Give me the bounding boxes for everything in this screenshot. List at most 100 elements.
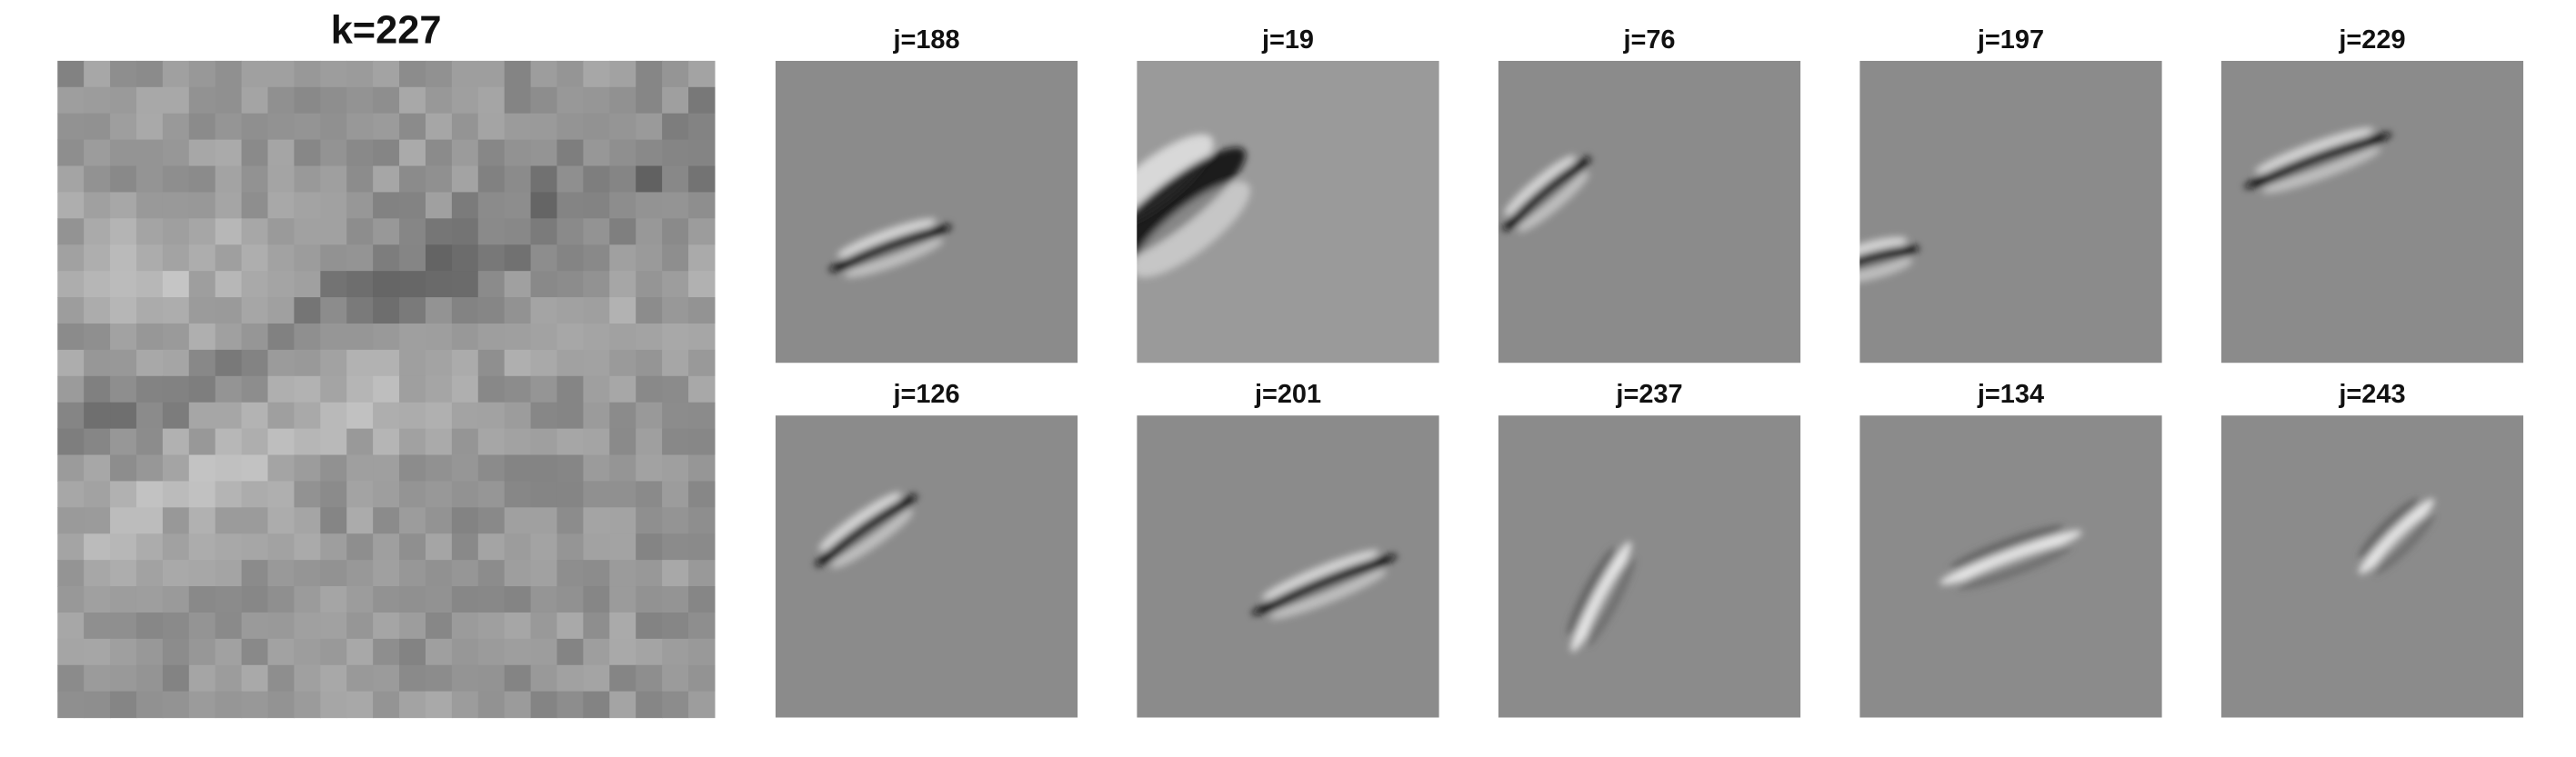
patch-pixel	[425, 86, 453, 115]
patch-pixel	[399, 428, 426, 456]
patch-pixel	[609, 86, 636, 115]
patch-pixel	[583, 192, 610, 219]
patch-pixel	[688, 349, 716, 377]
patch-pixel	[188, 586, 216, 613]
patch-pixel	[267, 192, 295, 219]
patch-pixel	[530, 297, 558, 324]
patch-pixel	[346, 481, 374, 508]
patch-pixel	[84, 271, 111, 298]
patch-pixel	[504, 428, 532, 456]
patch-pixel	[662, 113, 689, 141]
patch-pixel	[556, 428, 584, 456]
patch-pixel	[477, 481, 506, 508]
patch-pixel	[530, 271, 558, 298]
patch-pixel	[504, 113, 532, 141]
patch-pixel	[583, 691, 610, 719]
patch-pixel	[425, 218, 453, 245]
patch-pixel	[504, 60, 532, 88]
patch-pixel	[504, 271, 532, 298]
patch-pixel	[451, 113, 479, 141]
patch-pixel	[451, 244, 479, 272]
patch-pixel	[320, 612, 347, 640]
patch-pixel	[688, 297, 716, 324]
patch-pixel	[241, 507, 269, 534]
patch-pixel	[84, 454, 111, 482]
main-patch	[57, 60, 716, 719]
patch-pixel	[346, 586, 374, 613]
patch-pixel	[162, 560, 190, 587]
patch-pixel	[636, 244, 663, 272]
patch-pixel	[373, 218, 400, 245]
patch-pixel	[188, 139, 216, 167]
gabor	[1502, 154, 1591, 233]
patch-pixel	[241, 139, 269, 167]
patch-pixel	[110, 297, 137, 324]
patch-pixel	[294, 454, 321, 482]
patch-pixel	[135, 612, 164, 640]
patch-pixel	[84, 375, 111, 403]
filter-panel: j=243	[2220, 380, 2524, 718]
gabor	[1250, 550, 1398, 620]
patch-pixel	[162, 323, 190, 351]
patch-pixel	[609, 165, 636, 193]
patch-pixel	[346, 271, 374, 298]
patch-pixel	[215, 271, 243, 298]
filter-panel: j=134	[1859, 380, 2162, 718]
patch-pixel	[135, 481, 164, 508]
patch-pixel	[215, 664, 243, 692]
patch-pixel	[110, 664, 137, 692]
patch-pixel	[84, 428, 111, 456]
patch-pixel	[346, 244, 374, 272]
patch-pixel	[609, 375, 636, 403]
patch-pixel	[135, 323, 164, 351]
patch-pixel	[188, 402, 216, 430]
patch-pixel	[636, 454, 663, 482]
patch-pixel	[267, 454, 295, 482]
patch-pixel	[215, 638, 243, 666]
patch-pixel	[583, 507, 610, 534]
patch-pixel	[84, 533, 111, 561]
patch-pixel	[320, 402, 347, 430]
patch-pixel	[636, 323, 663, 351]
patch-pixel	[477, 192, 506, 219]
patch-pixel	[688, 323, 716, 351]
patch-pixel	[688, 244, 716, 272]
patch-pixel	[399, 244, 426, 272]
patch-pixel	[215, 297, 243, 324]
patch-pixel	[135, 664, 164, 692]
patch-pixel	[662, 638, 689, 666]
patch-pixel	[84, 560, 111, 587]
patch-pixel	[477, 139, 506, 167]
patch-pixel	[267, 349, 295, 377]
patch-pixel	[556, 60, 584, 88]
patch-pixel	[373, 612, 400, 640]
gabor-lobe	[844, 238, 944, 278]
patch-pixel	[688, 533, 716, 561]
patch-pixel	[662, 192, 689, 219]
patch-pixel	[320, 323, 347, 351]
patch-pixel	[294, 402, 321, 430]
filter-panel: j=19	[1137, 25, 1439, 364]
patch-pixel	[662, 586, 689, 613]
patch-pixel	[135, 60, 164, 88]
patch-pixel	[425, 560, 453, 587]
patch-pixel	[294, 664, 321, 692]
patch-pixel	[294, 586, 321, 613]
patch-pixel	[425, 113, 453, 141]
patch-pixel	[241, 612, 269, 640]
patch-pixel	[110, 402, 137, 430]
patch-pixel	[583, 60, 610, 88]
patch-pixel	[399, 113, 426, 141]
patch-pixel	[636, 481, 663, 508]
patch-pixel	[294, 691, 321, 719]
patch-pixel	[373, 86, 400, 115]
patch-pixel	[320, 454, 347, 482]
panel-image	[775, 60, 1078, 364]
patch-pixel	[84, 691, 111, 719]
panel-image	[1498, 60, 1801, 364]
patch-pixel	[320, 86, 347, 115]
patch-pixel	[346, 139, 374, 167]
gabor	[1137, 134, 1250, 278]
patch-pixel	[320, 297, 347, 324]
patch-pixel	[241, 113, 269, 141]
